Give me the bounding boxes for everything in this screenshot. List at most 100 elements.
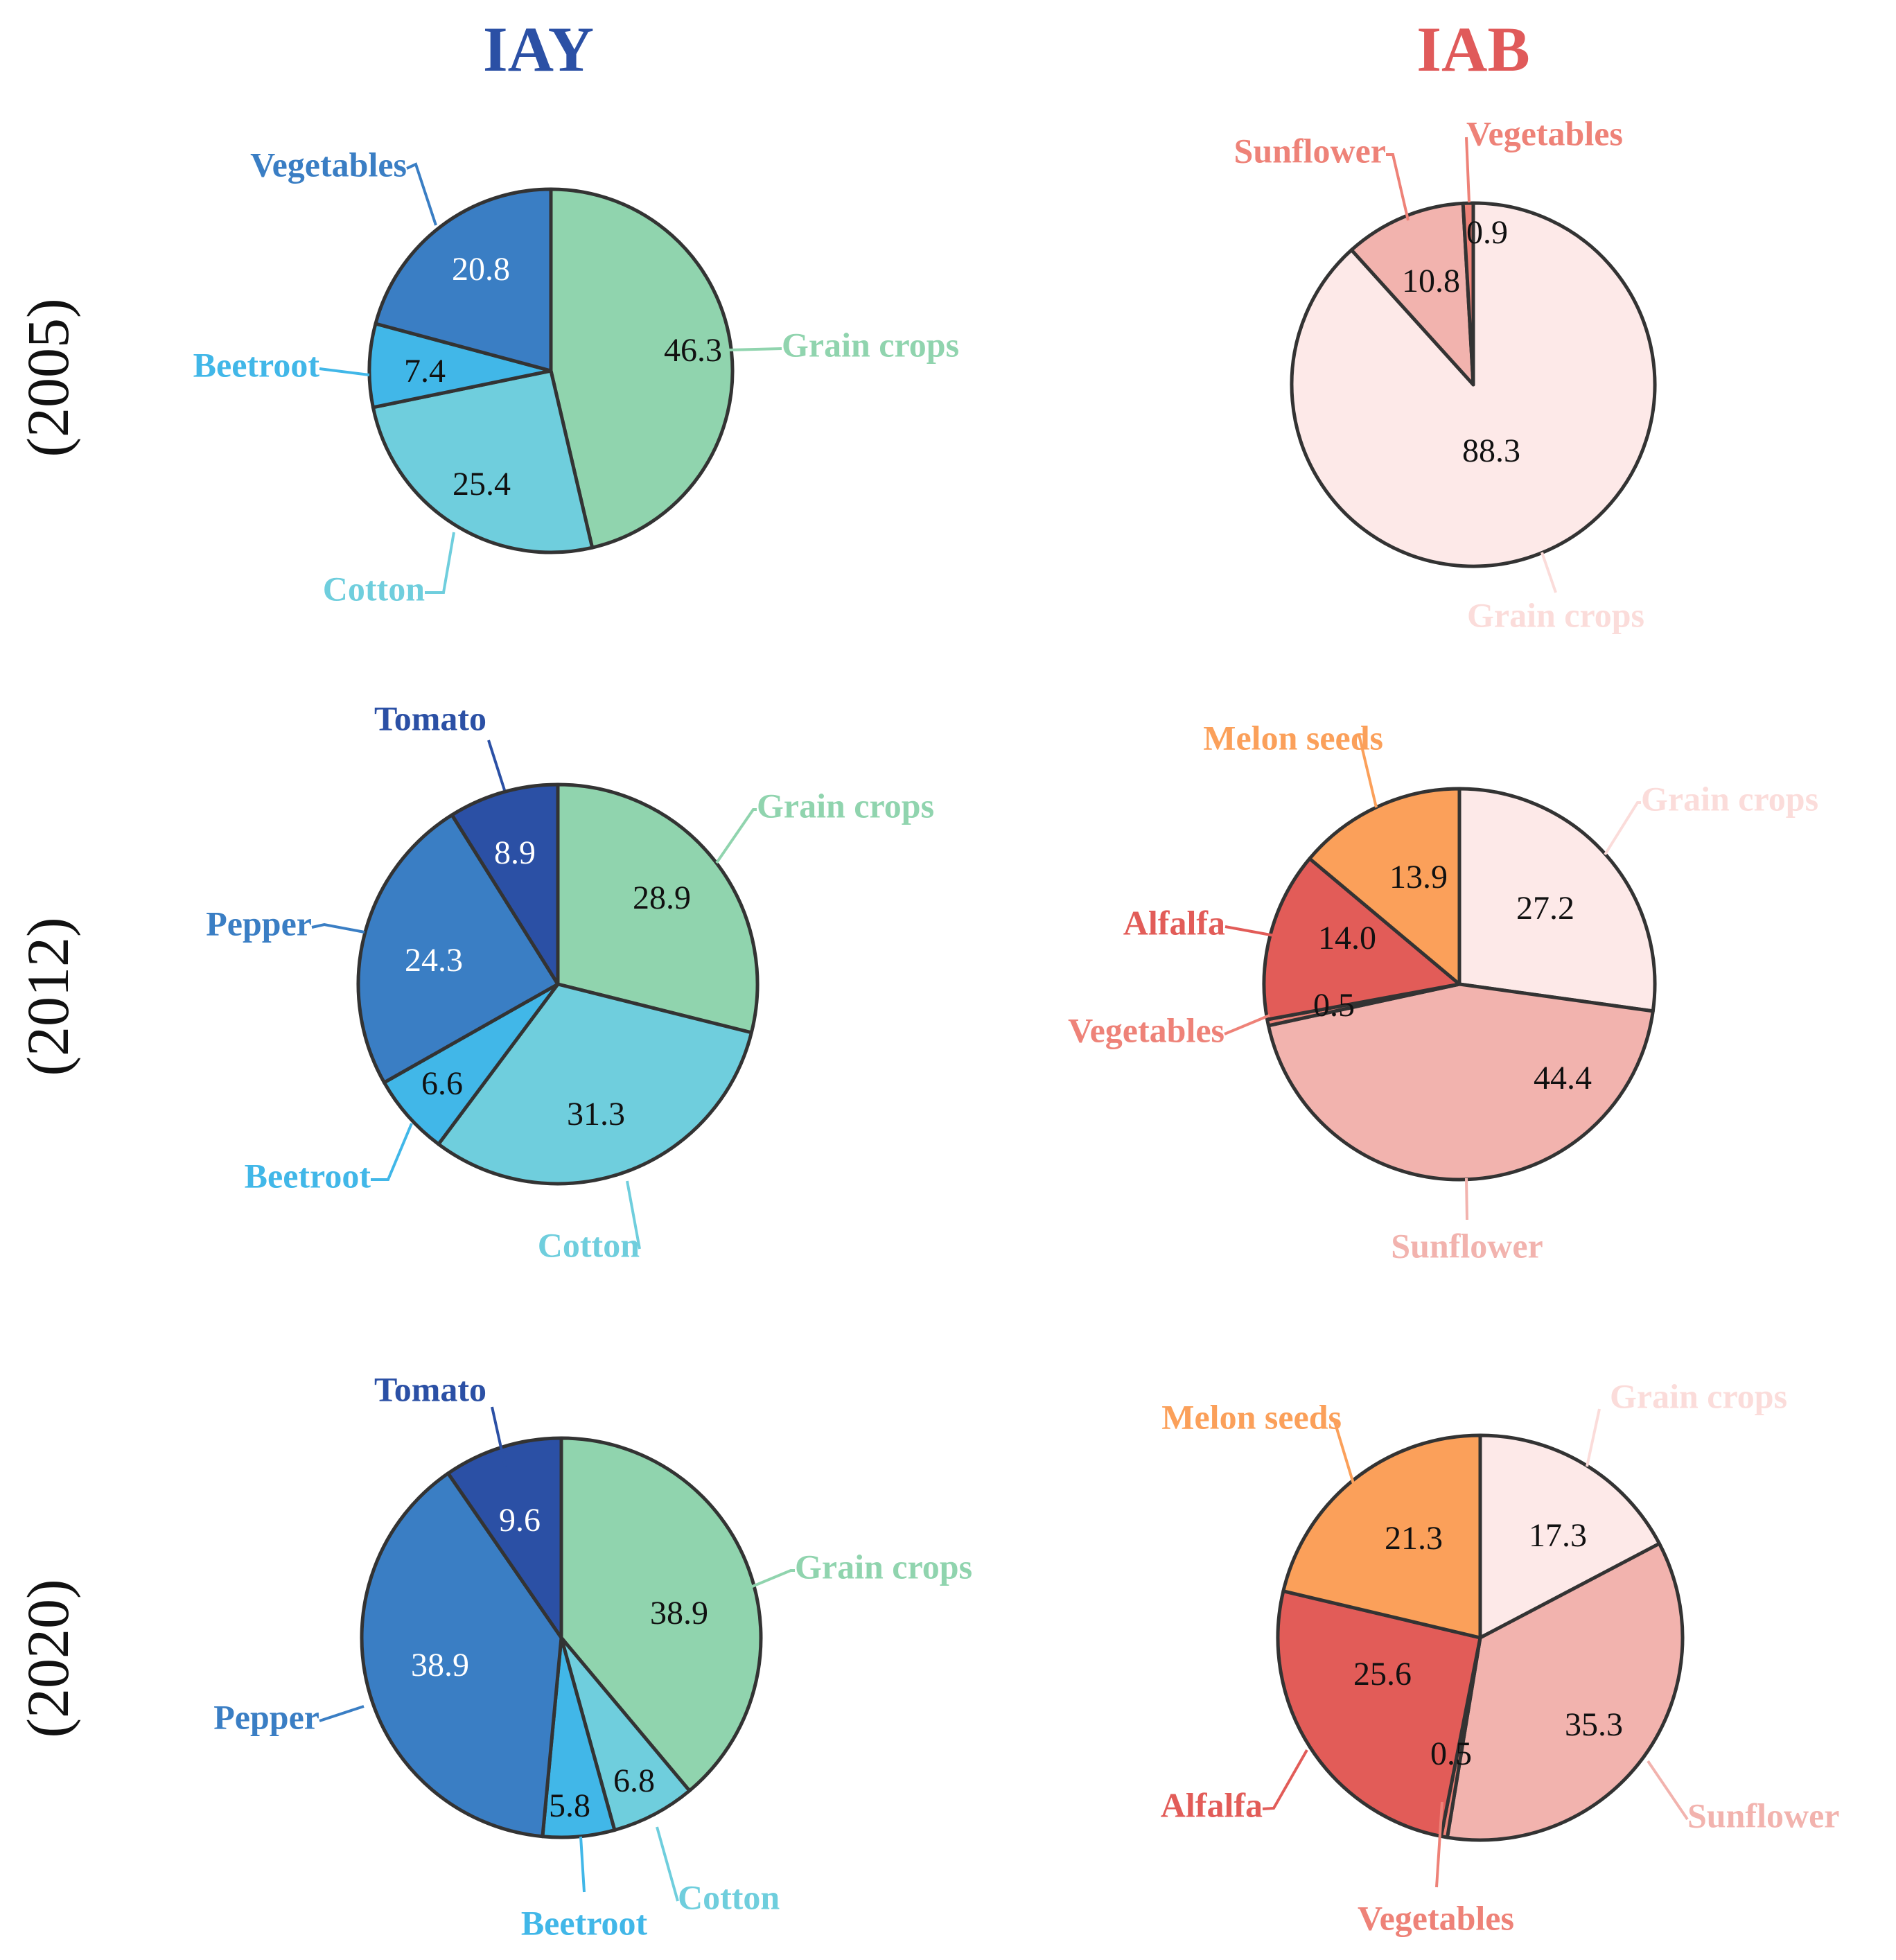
category-label-iay-2012-grain-crops: Grain crops	[757, 786, 934, 825]
leader-line-iay-2005-cotton	[425, 532, 455, 594]
category-label-iay-2005-cotton: Cotton	[323, 569, 425, 608]
slice-iab-2020-sunflower	[1446, 1541, 1685, 1842]
leader-line-iay-2012-pepper	[311, 922, 365, 934]
value-label-iab-2005-sunflower: 10.8	[1402, 263, 1460, 299]
category-label-iay-2012-pepper: Pepper	[206, 904, 312, 943]
value-label-iay-2020-grain-crops: 38.9	[650, 1595, 708, 1631]
category-label-iay-2020-grain-crops: Grain crops	[795, 1547, 972, 1586]
category-label-iay-2020-cotton: Cotton	[678, 1878, 780, 1916]
slice-iay-2012-tomato	[450, 782, 560, 986]
value-label-iay-2012-tomato: 8.9	[494, 834, 536, 871]
value-label-iay-2012-pepper: 24.3	[405, 942, 463, 979]
pie-iab-2005: 88.3 Grain crops 10.8 Sunflower 0.9 Vegetable…	[1234, 114, 1657, 634]
category-label-iay-2012-cotton: Cotton	[538, 1225, 640, 1264]
category-label-iab-2012-alfalfa: Alfalfa	[1123, 903, 1225, 942]
value-label-iab-2012-vegetables: 0.5	[1313, 987, 1355, 1024]
leader-line-iab-2005-sunflower	[1386, 153, 1410, 221]
leader-line-iab-2020-alfalfa	[1262, 1749, 1308, 1810]
category-label-iay-2012-tomato: Tomato	[374, 699, 486, 737]
leader-line-iay-2020-beetroot	[579, 1836, 586, 1893]
row-label-2012: (2012)	[15, 917, 81, 1076]
leader-line-iay-2005-vegetables	[406, 162, 437, 226]
value-label-iay-2020-tomato: 9.6	[499, 1502, 541, 1539]
leader-line-iay-2020-pepper	[319, 1705, 365, 1722]
value-label-iab-2005-vegetables: 0.9	[1466, 214, 1508, 251]
leader-line-iay-2012-grain-crops	[715, 808, 757, 864]
category-label-iab-2012-grain-crops: Grain crops	[1641, 779, 1818, 818]
pie-iay-2012: 28.9 Grain crops 31.3 Cotton 6.6 Beetroot 24.3…	[206, 699, 934, 1264]
leader-line-iab-2020-melon-seeds	[1333, 1419, 1358, 1496]
category-label-iay-2005-grain-crops: Grain crops	[782, 325, 959, 364]
leader-line-iab-2020-grain-crops	[1586, 1408, 1601, 1467]
category-label-iab-2020-grain-crops: Grain crops	[1610, 1376, 1787, 1415]
leader-line-iab-2020-vegetables	[1435, 1801, 1443, 1888]
value-label-iay-2005-beetroot: 7.4	[404, 353, 446, 390]
category-label-iay-2020-tomato: Tomato	[374, 1370, 486, 1408]
leader-line-iab-2012-vegetables	[1224, 1014, 1270, 1035]
leader-line-iab-2020-sunflower	[1647, 1760, 1689, 1821]
leader-line-iab-2012-grain-crops	[1604, 801, 1641, 856]
value-label-iab-2020-vegetables: 0.5	[1430, 1735, 1472, 1772]
category-label-iab-2012-sunflower: Sunflower	[1391, 1226, 1543, 1265]
category-label-iab-2020-vegetables: Vegetables	[1358, 1898, 1514, 1937]
leader-line-iab-2005-vegetables	[1465, 137, 1471, 203]
category-label-iab-2005-grain-crops: Grain crops	[1467, 595, 1644, 634]
leader-line-iab-2005-grain-crops	[1540, 552, 1557, 593]
value-label-iab-2020-sunflower: 35.3	[1565, 1706, 1623, 1743]
column-title-iay: IAY	[483, 14, 594, 85]
pie-iab-2012: 27.2 Grain crops 44.4 Sunflower 0.5 Vegetable…	[1068, 718, 1818, 1265]
value-label-iab-2020-melon-seeds: 21.3	[1385, 1520, 1443, 1557]
slice-iab-2012-grain-crops	[1457, 787, 1657, 1013]
category-label-iay-2005-beetroot: Beetroot	[193, 345, 320, 384]
value-label-iab-2020-grain-crops: 17.3	[1529, 1517, 1587, 1554]
slice-iay-2012-cotton	[437, 982, 753, 1186]
value-label-iab-2005-grain-crops: 88.3	[1462, 432, 1520, 469]
value-label-iay-2005-vegetables: 20.8	[452, 251, 510, 288]
row-label-2020: (2020)	[15, 1579, 81, 1738]
leader-line-iab-2012-alfalfa	[1224, 925, 1275, 937]
column-title-iab: IAB	[1416, 14, 1530, 85]
slice-iay-2012-grain-crops	[556, 782, 760, 1035]
category-label-iab-2012-vegetables: Vegetables	[1068, 1010, 1224, 1049]
value-label-iab-2012-sunflower: 44.4	[1534, 1060, 1592, 1096]
leader-line-iay-2005-beetroot	[319, 367, 370, 376]
leader-line-iay-2012-tomato	[487, 740, 506, 791]
pie-iay-2005: 46.3 Grain crops 25.4 Cotton 7.4 Beetroot 20.8…	[193, 145, 959, 608]
value-label-iay-2020-pepper: 38.9	[411, 1647, 469, 1683]
slice-iab-2020-grain-crops	[1478, 1433, 1661, 1640]
category-label-iab-2020-alfalfa: Alfalfa	[1161, 1785, 1263, 1824]
leader-line-iay-2020-cotton	[656, 1826, 679, 1902]
leader-line-iab-2012-sunflower	[1465, 1178, 1468, 1220]
slice-iay-2005-vegetables	[374, 187, 553, 373]
value-label-iab-2012-grain-crops: 27.2	[1516, 890, 1574, 927]
category-label-iay-2012-beetroot: Beetroot	[245, 1156, 371, 1195]
category-label-iay-2020-beetroot: Beetroot	[521, 1903, 648, 1942]
slice-iay-2012-pepper	[356, 813, 560, 1085]
category-label-iab-2005-vegetables: Vegetables	[1466, 114, 1623, 152]
pie-charts: 46.3 Grain crops 25.4 Cotton 7.4 Beetroot 20.8…	[193, 114, 1840, 1942]
value-label-iay-2020-beetroot: 5.8	[549, 1787, 590, 1824]
pie-iay-2020: 38.9 Grain crops 6.8 Cotton 5.8 Beetroot 38.9 P…	[213, 1370, 972, 1942]
value-label-iab-2012-alfalfa: 14.0	[1318, 920, 1376, 956]
slice-iab-2005-sunflower	[1349, 201, 1475, 387]
row-label-2005: (2005)	[15, 298, 81, 457]
slice-iay-2005-beetroot	[367, 322, 553, 410]
category-label-iab-2020-melon-seeds: Melon seeds	[1161, 1397, 1342, 1436]
slice-iab-2005-vegetables	[1461, 201, 1475, 387]
value-label-iay-2012-grain-crops: 28.9	[633, 880, 691, 916]
value-label-iab-2012-melon-seeds: 13.9	[1389, 859, 1448, 895]
leader-line-iay-2020-tomato	[491, 1406, 507, 1467]
value-label-iay-2012-cotton: 31.3	[567, 1096, 625, 1132]
pie-iab-2020: 17.3 Grain crops 35.3 Sunflower 0.5 Vegetable…	[1161, 1376, 1840, 1937]
category-label-iab-2020-sunflower: Sunflower	[1687, 1796, 1839, 1835]
category-label-iab-2012-melon-seeds: Melon seeds	[1203, 718, 1383, 757]
slice-iay-2005-cotton	[371, 369, 595, 554]
value-label-iay-2012-beetroot: 6.6	[421, 1065, 463, 1102]
category-label-iay-2005-vegetables: Vegetables	[250, 145, 407, 184]
leader-line-iay-2020-grain-crops	[745, 1569, 795, 1591]
category-label-iay-2020-pepper: Pepper	[213, 1697, 319, 1736]
slice-iay-2020-grain-crops	[559, 1436, 763, 1793]
leader-line-iay-2012-beetroot	[371, 1123, 413, 1181]
leader-line-iab-2012-melon-seeds	[1358, 734, 1378, 808]
